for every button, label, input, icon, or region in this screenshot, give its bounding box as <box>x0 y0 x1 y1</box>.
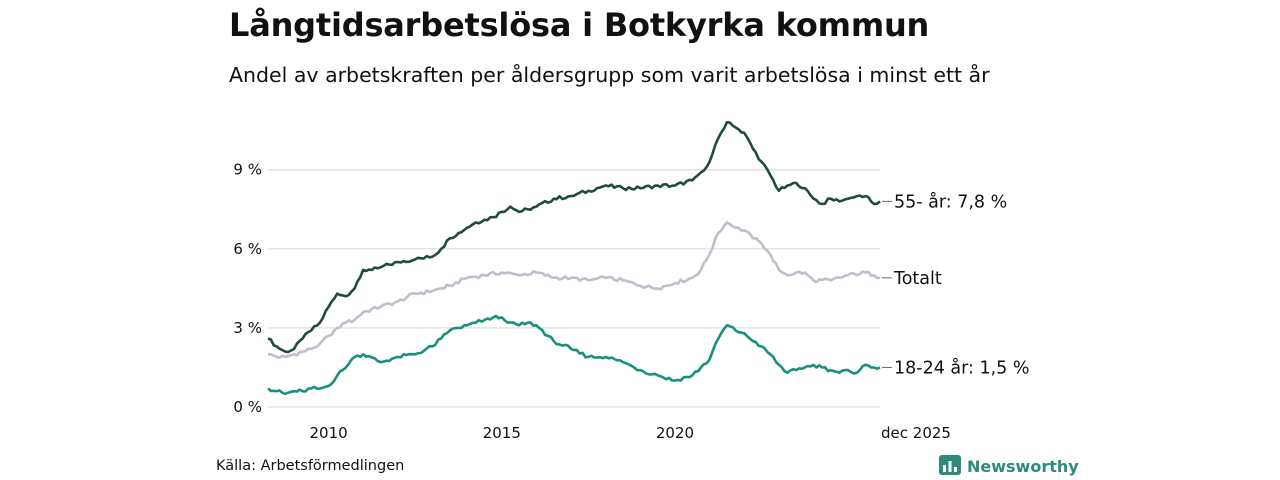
series-end-label-1: Totalt <box>893 269 942 289</box>
x-tick-label-0: 2010 <box>310 424 348 442</box>
gridlines <box>268 169 880 408</box>
brand-name: Newsworthy <box>967 456 1079 476</box>
y-tick-label-2: 6 % <box>233 240 262 258</box>
series-end-labels: 55- år: 7,8 % Totalt 18-24 år: 1,5 % <box>882 191 1030 378</box>
chart-subtitle: Andel av arbetskraften per åldersgrupp s… <box>229 63 990 87</box>
bar-chart-icon <box>939 455 961 475</box>
brand-logo: Newsworthy <box>939 455 1079 477</box>
y-tick-label-3: 9 % <box>233 161 262 179</box>
x-tick-label-1: 2015 <box>483 424 521 442</box>
series-lines <box>267 121 881 396</box>
series-line-0 <box>267 121 881 354</box>
series-line-1 <box>268 221 881 359</box>
y-tick-label-1: 3 % <box>233 319 262 337</box>
y-axis-ticks: 0 % 3 % 6 % 9 % <box>233 161 262 416</box>
chart-title: Långtidsarbetslösa i Botkyrka kommun <box>229 6 930 44</box>
x-tick-label-2: 2020 <box>656 424 694 442</box>
series-end-label-2: 18-24 år: 1,5 % <box>894 357 1030 378</box>
x-axis-ticks: 2010 2015 2020 dec 2025 <box>310 424 951 442</box>
x-tick-label-3: dec 2025 <box>881 424 951 442</box>
series-line-2 <box>267 314 881 396</box>
series-end-label-0: 55- år: 7,8 % <box>894 191 1007 212</box>
y-tick-label-0: 0 % <box>233 398 262 416</box>
source-note: Källa: Arbetsförmedlingen <box>216 458 405 474</box>
